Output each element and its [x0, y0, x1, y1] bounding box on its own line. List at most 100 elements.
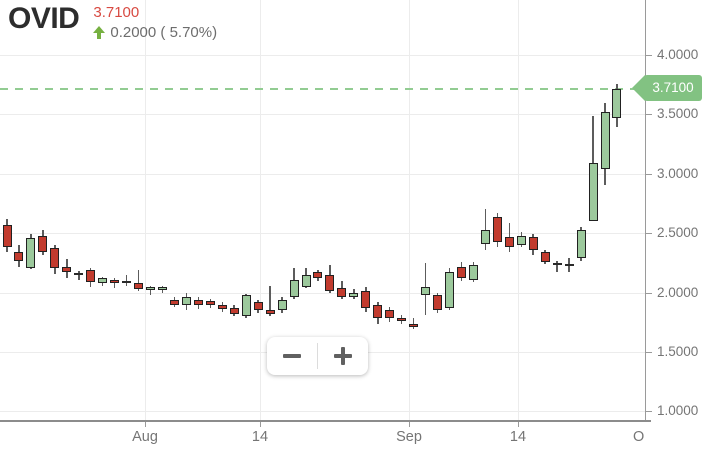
candle-down	[385, 310, 395, 318]
candle-up	[588, 163, 598, 222]
arrow-up-icon	[93, 26, 106, 39]
y-axis-tick	[645, 173, 652, 175]
candle-down	[337, 287, 347, 298]
x-axis-tick	[518, 421, 519, 427]
y-axis-label: 2.5000	[657, 225, 699, 241]
y-axis-tick	[645, 55, 652, 56]
zoom-in-icon	[334, 347, 352, 365]
x-axis-tick	[409, 421, 410, 427]
price-change-row: 0.2000 ( 5.70%)	[93, 24, 217, 41]
candle-wick	[149, 285, 152, 296]
candle-up	[421, 286, 431, 296]
candle-doji	[122, 280, 132, 283]
candle-doji	[74, 272, 84, 275]
candle-down	[540, 252, 550, 262]
zoom-out-icon	[283, 354, 301, 358]
candle-wick	[556, 260, 558, 273]
y-axis-tick	[645, 352, 652, 354]
price-change: 0.2000 ( 5.70%)	[110, 24, 218, 41]
y-axis-tick	[645, 292, 652, 294]
candle-down	[528, 236, 538, 250]
candle-down	[205, 300, 215, 305]
candle-down	[169, 299, 179, 305]
quote-header: OVID 3.7100 0.2000 ( 5.70%)	[8, 2, 217, 41]
x-axis-tick	[260, 421, 261, 427]
y-axis-label: 1.0000	[657, 403, 699, 419]
candle-down	[193, 299, 203, 305]
x-axis-label: 14	[509, 429, 527, 445]
y-axis-tick	[645, 411, 652, 413]
zoom-divider	[317, 343, 318, 369]
candle-down	[504, 236, 514, 248]
current-price-line	[0, 88, 645, 91]
candle-down	[325, 274, 335, 292]
y-axis-label: 3.0000	[657, 165, 699, 181]
candle-down	[134, 283, 144, 290]
candle-wick	[125, 274, 128, 286]
candle-doji	[564, 264, 574, 267]
candle-down	[217, 304, 227, 310]
ticker-symbol: OVID	[8, 2, 80, 35]
y-axis-line	[645, 0, 646, 421]
candle-down	[456, 266, 466, 279]
candle-wick	[269, 285, 271, 317]
x-axis-label: Oct	[633, 429, 644, 445]
candle-down	[373, 304, 383, 318]
candle-down	[110, 279, 120, 284]
candle-up	[26, 237, 36, 268]
candle-up	[301, 274, 311, 287]
candle-down	[2, 224, 12, 248]
candle-up	[241, 295, 251, 317]
candle-up	[516, 235, 526, 246]
candle-wick	[137, 270, 140, 292]
candle-down	[14, 252, 24, 261]
y-axis-label: 1.5000	[657, 344, 699, 360]
y-axis-tick	[645, 114, 652, 116]
v-gridline	[409, 0, 410, 420]
candle-up	[146, 286, 156, 291]
v-gridline	[518, 0, 519, 420]
price-tag: 3.7100	[644, 75, 702, 101]
h-gridline	[0, 292, 645, 294]
candle-down	[62, 266, 72, 273]
v-gridline	[145, 0, 146, 420]
h-gridline	[0, 114, 645, 116]
candle-up	[612, 89, 622, 118]
h-gridline	[0, 55, 645, 56]
x-axis-tick	[145, 421, 146, 427]
candle-up	[576, 229, 586, 259]
candle-down	[253, 302, 263, 311]
candle-up	[277, 299, 287, 311]
x-axis-label: Aug	[132, 429, 158, 445]
candle-down	[361, 291, 371, 309]
candle-up	[480, 229, 490, 244]
last-price: 3.7100	[93, 4, 140, 21]
candle-down	[397, 317, 407, 322]
zoom-in-button[interactable]	[318, 337, 368, 375]
candle-down	[492, 216, 502, 242]
quote-block: 3.7100 0.2000 ( 5.70%)	[93, 4, 217, 41]
zoom-out-button[interactable]	[267, 337, 317, 375]
y-axis-label: 3.5000	[657, 106, 699, 122]
h-gridline	[0, 233, 645, 235]
x-axis-label: 14	[251, 429, 269, 445]
candle-up	[98, 278, 108, 284]
h-gridline	[0, 411, 645, 413]
y-axis-label: 2.0000	[657, 284, 699, 300]
x-axis-label: Sep	[396, 429, 422, 445]
candle-down	[409, 323, 419, 328]
candle-up	[181, 297, 191, 305]
y-axis-tick	[645, 233, 652, 235]
candle-down	[50, 247, 60, 268]
candle-up	[349, 292, 359, 298]
y-axis-label: 4.0000	[657, 47, 699, 62]
candle-down	[265, 310, 275, 315]
candle-down	[313, 272, 323, 279]
candle-wick	[484, 209, 487, 250]
candle-doji	[552, 263, 562, 266]
candle-wick	[78, 271, 80, 280]
candle-up	[468, 265, 478, 280]
candle-up	[289, 279, 299, 298]
